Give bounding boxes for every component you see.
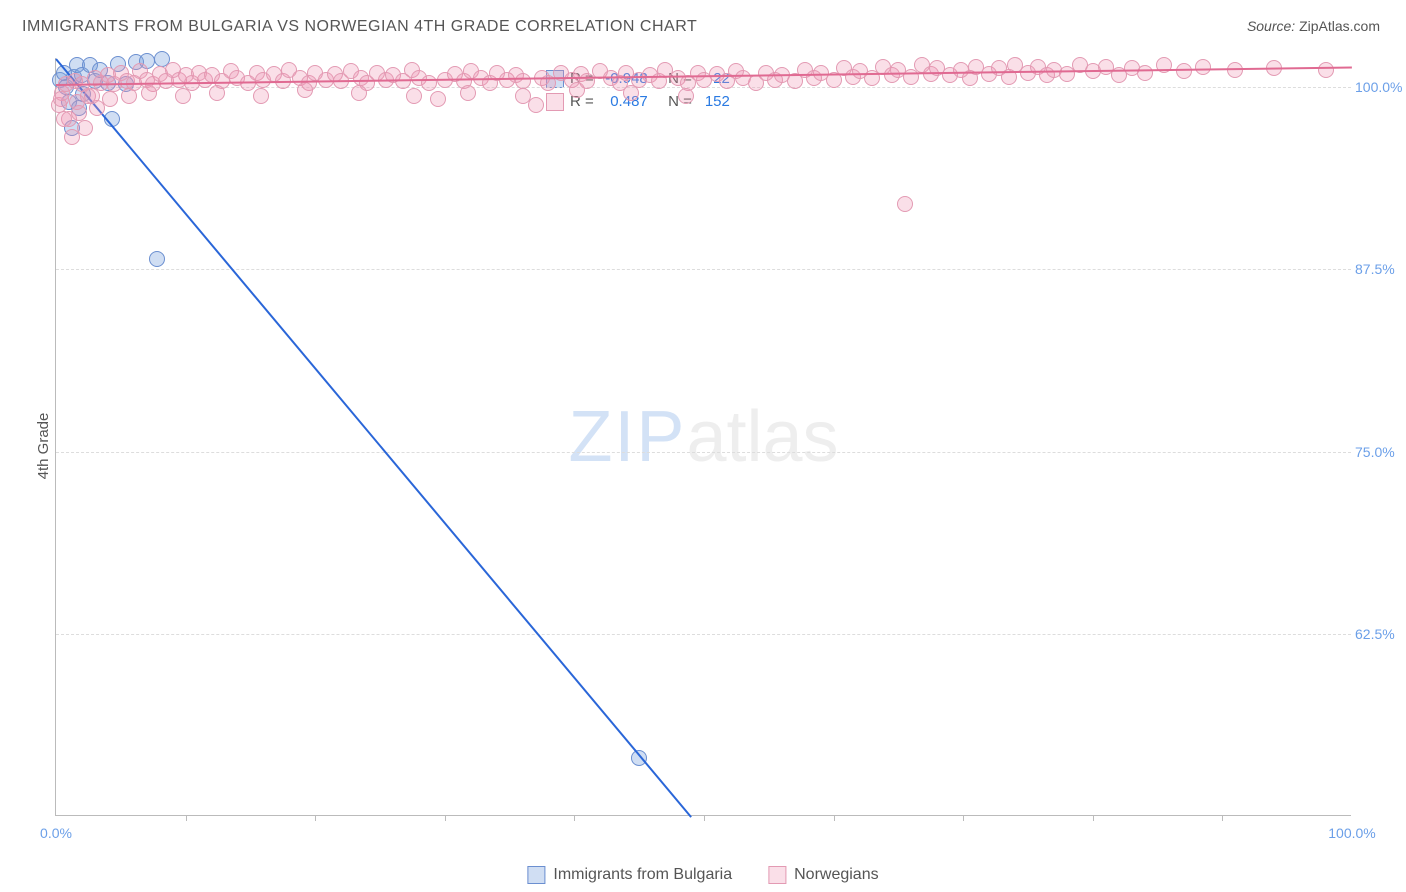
norwegians-point [121, 88, 137, 104]
x-tick-mark [1222, 815, 1223, 821]
x-tick-mark [186, 815, 187, 821]
norwegians-point [678, 88, 694, 104]
watermark-zip: ZIP [568, 397, 686, 477]
y-tick-label: 62.5% [1355, 626, 1401, 642]
legend-label: Immigrants from Bulgaria [553, 866, 732, 884]
y-axis-label: 4th Grade [35, 413, 52, 480]
norwegians-point [141, 85, 157, 101]
norwegians-point [897, 196, 913, 212]
x-tick-label: 100.0% [1328, 825, 1375, 841]
x-tick-mark [445, 815, 446, 821]
legend-item-bulgaria: Immigrants from Bulgaria [527, 866, 732, 884]
watermark: ZIPatlas [568, 396, 838, 478]
watermark-atlas: atlas [686, 397, 838, 477]
bulgaria-trendline [55, 58, 692, 817]
norwegians-point [528, 97, 544, 113]
x-tick-mark [1093, 815, 1094, 821]
legend-swatch [527, 866, 545, 884]
x-tick-mark [315, 815, 316, 821]
norwegians-point [569, 82, 585, 98]
norwegians-point [1318, 62, 1334, 78]
norwegians-point [253, 88, 269, 104]
legend-swatch [546, 93, 564, 111]
x-tick-mark [963, 815, 964, 821]
y-tick-label: 100.0% [1355, 79, 1401, 95]
norwegians-point [406, 88, 422, 104]
gridline [56, 634, 1351, 635]
norwegians-point [69, 94, 85, 110]
bulgaria-point [149, 251, 165, 267]
norwegians-point [460, 85, 476, 101]
legend-label: Norwegians [794, 866, 878, 884]
norwegians-point [53, 91, 69, 107]
gridline [56, 269, 1351, 270]
source-attribution: Source: ZipAtlas.com [1247, 18, 1380, 34]
norwegians-point [209, 85, 225, 101]
norwegians-point [351, 85, 367, 101]
gridline [56, 452, 1351, 453]
x-tick-mark [834, 815, 835, 821]
norwegians-point [430, 91, 446, 107]
series-legend: Immigrants from Bulgaria Norwegians [527, 866, 878, 884]
norwegians-point [102, 91, 118, 107]
norwegians-point [77, 120, 93, 136]
norwegians-point [623, 85, 639, 101]
y-tick-label: 75.0% [1355, 444, 1401, 460]
x-tick-mark [704, 815, 705, 821]
norwegians-point [56, 111, 72, 127]
source-label: Source: [1247, 18, 1295, 34]
norwegians-point [421, 75, 437, 91]
norwegians-point [1176, 63, 1192, 79]
norwegians-point [175, 88, 191, 104]
x-tick-mark [574, 815, 575, 821]
n-value: 152 [698, 91, 730, 114]
norwegians-point [1137, 65, 1153, 81]
plot-area: ZIPatlas R =-0.948 N =22R =0.487 N =152 … [55, 58, 1351, 816]
norwegians-point [84, 88, 100, 104]
legend-swatch [768, 866, 786, 884]
legend-item-norwegians: Norwegians [768, 866, 878, 884]
norwegians-point [515, 88, 531, 104]
x-tick-label: 0.0% [40, 825, 72, 841]
norwegians-point [1195, 59, 1211, 75]
source-value: ZipAtlas.com [1299, 18, 1380, 34]
y-tick-label: 87.5% [1355, 261, 1401, 277]
chart-title: IMMIGRANTS FROM BULGARIA VS NORWEGIAN 4T… [22, 18, 697, 36]
norwegians-point [297, 82, 313, 98]
